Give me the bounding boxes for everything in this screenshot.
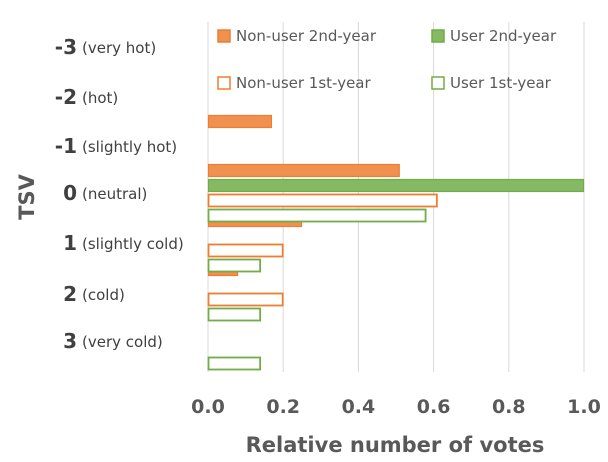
category-value: 0: [63, 181, 77, 205]
category-description: (slightly hot): [82, 138, 177, 156]
category-value: 2: [63, 282, 77, 306]
x-tick-label: 0.4: [342, 396, 376, 418]
legend-label: Non-user 1st-year: [236, 74, 371, 92]
legend-swatch: [431, 29, 445, 43]
category-description: (slightly cold): [82, 235, 184, 253]
category-description: (very hot): [82, 39, 156, 57]
legend-label: Non-user 2nd-year: [236, 27, 377, 45]
bars: [207, 114, 585, 371]
legend-swatch: [217, 29, 231, 43]
bar: [207, 243, 284, 258]
category-value: -3: [55, 35, 77, 59]
x-tick-label: 0.8: [492, 396, 526, 418]
bar: [207, 292, 284, 307]
bar: [207, 258, 262, 273]
x-tick-label: 0.0: [191, 396, 225, 418]
category-labels: -3 (very hot) -2 (hot) -1 (slightly hot) 0 (neu…: [55, 35, 184, 353]
y-axis-title: TSV: [15, 173, 39, 219]
category-value: 3: [63, 329, 77, 353]
bar: [207, 307, 262, 322]
legend: Non-user 2nd-year User 2nd-year Non-user 1…: [217, 27, 557, 92]
x-tick-label: 1.0: [567, 396, 601, 418]
legend-swatch: [217, 76, 231, 90]
x-axis-title: Relative number of votes: [246, 433, 545, 457]
category-value: -2: [55, 85, 77, 109]
x-tick-labels: 0.0 0.2 0.4 0.6 0.8 1.0: [191, 396, 601, 418]
legend-label: User 2nd-year: [450, 27, 557, 45]
category-value: 1: [63, 231, 77, 255]
category-description: (cold): [82, 286, 125, 304]
category-value: -1: [55, 134, 77, 158]
bar: [207, 208, 427, 223]
category-description: (hot): [82, 89, 118, 107]
legend-label: User 1st-year: [450, 74, 552, 92]
bar: [207, 178, 585, 193]
category-description: (very cold): [82, 333, 163, 351]
legend-swatch: [431, 76, 445, 90]
bar: [207, 163, 400, 178]
bar: [207, 114, 273, 129]
x-tick-label: 0.2: [266, 396, 300, 418]
category-description: (neutral): [82, 185, 147, 203]
bar: [207, 193, 438, 208]
bar: [207, 356, 262, 371]
x-tick-label: 0.6: [417, 396, 451, 418]
